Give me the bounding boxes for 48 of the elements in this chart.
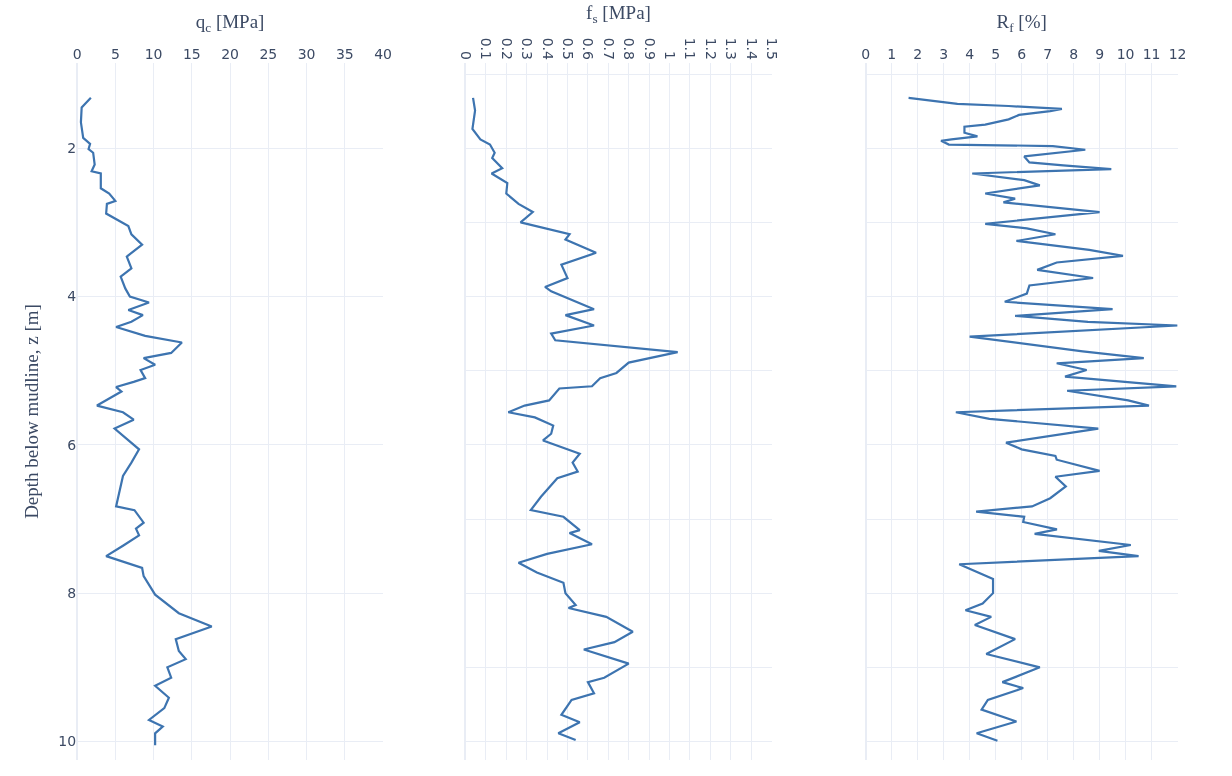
x-tick-label: 5 [110, 46, 120, 63]
x-tick-label: 5 [991, 46, 1001, 63]
x-tick-label: 12 [1168, 46, 1187, 63]
x-tick-label: 9 [1095, 46, 1105, 63]
x-tick-label: 0 [72, 46, 82, 63]
x-tick-label: 11 [1142, 46, 1161, 63]
x-axis-title: q$_{c}$ [MPa] [195, 11, 265, 36]
x-tick-label: 6 [1017, 46, 1027, 63]
x-tick-label: 35 [335, 46, 354, 63]
x-tick-label: 8 [1069, 46, 1079, 63]
x-tick-label: 2 [913, 46, 923, 63]
x-tick-label: 15 [182, 46, 201, 63]
y-tick-label: 10 [58, 733, 77, 750]
x-tick-label: 3 [939, 46, 949, 63]
x-tick-label: 7 [1043, 46, 1053, 63]
x-tick-label: 1.2 [702, 37, 719, 60]
x-tick-label: 0.9 [641, 37, 658, 60]
x-tick-label: 0 [457, 50, 474, 60]
x-tick-label: 30 [297, 46, 316, 63]
x-tick-label: 4 [965, 46, 975, 63]
y-tick-label: 4 [67, 288, 77, 305]
x-tick-label: 0.7 [600, 37, 617, 60]
y-tick-label: 8 [67, 585, 77, 602]
x-tick-label: 10 [1116, 46, 1135, 63]
y-tick-label: 6 [67, 436, 77, 453]
x-tick-label: 25 [259, 46, 278, 63]
x-tick-label: 1.5 [763, 37, 780, 60]
x-tick-label: 1.1 [682, 37, 699, 60]
x-axis-title: f$_{s}$ [MPa] [586, 2, 651, 27]
x-tick-label: 0.6 [580, 37, 597, 60]
x-tick-label: 1.4 [743, 37, 760, 60]
x-axis-title: R$_{f}$ [%] [996, 11, 1047, 36]
x-tick-label: 1 [887, 46, 897, 63]
x-tick-label: 1 [661, 50, 678, 60]
line-series [79, 96, 213, 747]
x-tick-label: 1.3 [723, 37, 740, 60]
x-tick-label: 0.1 [478, 37, 495, 60]
y-axis-title: Depth below mudline, z [m] [21, 304, 43, 519]
x-tick-label: 0.8 [621, 37, 638, 60]
x-tick-label: 0.2 [498, 37, 515, 60]
x-tick-label: 20 [221, 46, 239, 63]
y-tick-label: 2 [67, 140, 77, 157]
x-tick-label: 0.3 [519, 37, 536, 60]
x-tick-label: 0.4 [539, 37, 556, 60]
x-tick-label: 10 [144, 46, 163, 63]
x-tick-label: 0.5 [559, 37, 576, 60]
x-tick-label: 0 [861, 46, 871, 63]
x-tick-label: 40 [374, 46, 393, 63]
